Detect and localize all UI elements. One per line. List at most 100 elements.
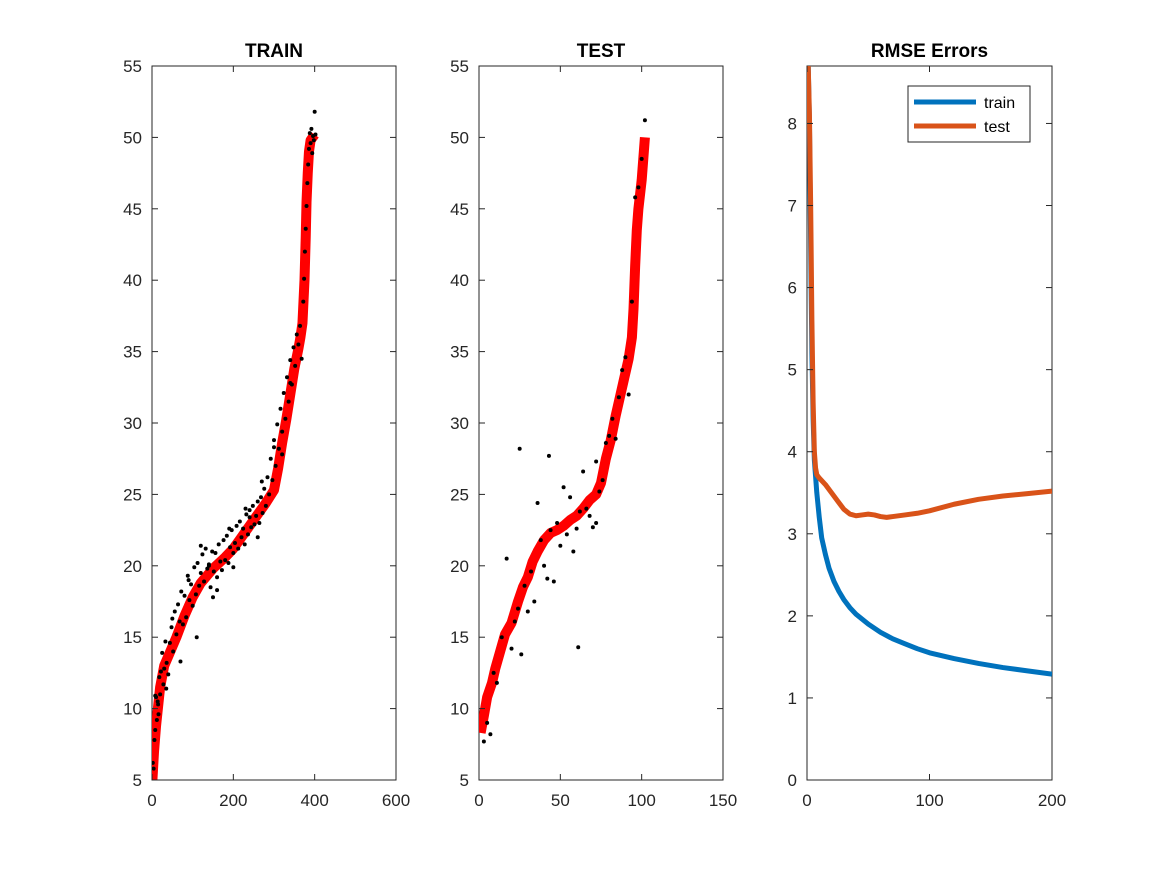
y-tick-label: 35: [123, 343, 142, 362]
scatter-point: [302, 276, 307, 281]
scatter-point: [234, 523, 239, 528]
scatter-point: [603, 440, 608, 445]
scatter-point: [564, 532, 569, 537]
scatter-point: [308, 141, 313, 146]
scatter-point: [522, 583, 527, 588]
x-tick-label: 100: [627, 791, 655, 810]
scatter-point: [178, 659, 183, 664]
scatter-point: [623, 355, 628, 360]
scatter-point: [276, 446, 281, 451]
chart-panel-1: 0 200 400 600 5 10 15 20 25 30 35 40 45 50 55 TRAIN: [123, 41, 410, 810]
scatter-point: [574, 526, 579, 531]
scatter-point: [244, 512, 249, 517]
scatter-point: [545, 576, 550, 581]
scatter-point: [193, 592, 198, 597]
scatter-point: [154, 718, 159, 723]
axes-frame: [478, 65, 724, 781]
scatter-point: [153, 693, 158, 698]
scatter-point: [280, 429, 285, 434]
y-tick-label: 5: [460, 771, 469, 790]
scatter-point: [156, 712, 161, 717]
scatter-point: [265, 475, 270, 480]
scatter-point: [219, 568, 224, 573]
y-tick-label: 2: [788, 607, 797, 626]
y-tick-label: 20: [450, 557, 469, 576]
plot-area: [807, 66, 1052, 677]
scatter-point: [166, 672, 171, 677]
scatter-point: [162, 666, 167, 671]
y-tick-label: 40: [450, 271, 469, 290]
scatter-point: [224, 533, 229, 538]
x-tick-label: 200: [1038, 791, 1066, 810]
y-tick-label: 45: [450, 200, 469, 219]
scatter-point: [177, 619, 182, 624]
scatter-point: [179, 589, 184, 594]
scatter-point: [153, 728, 158, 733]
scatter-point: [485, 720, 490, 725]
y-tick-label: 0: [788, 771, 797, 790]
scatter-point: [190, 603, 195, 608]
scatter-point: [211, 595, 215, 600]
scatter-point: [273, 463, 278, 468]
scatter-point: [218, 559, 223, 564]
scatter-point: [555, 520, 560, 525]
scatter-point: [532, 599, 537, 604]
y-tick-label: 15: [123, 628, 142, 647]
scatter-point: [280, 452, 285, 457]
scatter-point: [237, 519, 242, 524]
scatter-point: [302, 249, 307, 254]
scatter-point: [546, 453, 551, 458]
scatter-point: [210, 549, 215, 554]
axes-frame: [151, 65, 397, 781]
scatter-point: [597, 489, 602, 494]
scatter-point: [272, 438, 276, 443]
legend-label-train: train: [984, 95, 1015, 112]
scatter-point: [152, 738, 157, 743]
scatter-point: [488, 732, 493, 737]
scatter-point: [571, 549, 576, 554]
scatter-point: [519, 652, 524, 657]
scatter-point: [223, 558, 228, 563]
scatter-point: [639, 156, 644, 161]
scatter-point: [525, 609, 530, 614]
y-tick-label: 6: [788, 279, 797, 298]
fit-line: [479, 137, 650, 734]
scatter-point: [255, 535, 260, 540]
scatter-point: [216, 542, 221, 547]
x-tick-label: 0: [147, 791, 156, 810]
scatter-point: [551, 579, 556, 584]
scatter-point: [310, 151, 315, 156]
scatter-point: [584, 506, 589, 511]
scatter-point: [202, 579, 207, 584]
scatter-point: [247, 508, 252, 513]
scatter-point: [164, 660, 169, 665]
scatter-point: [156, 702, 161, 707]
scatter-point: [245, 532, 250, 537]
y-tick-label: 1: [788, 689, 797, 708]
scatter-point: [247, 515, 252, 520]
scatter-point: [268, 456, 273, 461]
scatter-point: [272, 445, 276, 450]
y-tick-label: 10: [450, 700, 469, 719]
scatter-point: [594, 520, 599, 525]
scatter-point: [260, 510, 265, 515]
scatter-point: [215, 575, 220, 580]
x-tick-label: 400: [300, 791, 328, 810]
y-tick-label: 5: [788, 361, 797, 380]
scatter-point: [281, 391, 286, 396]
scatter-point: [311, 138, 316, 143]
scatter-point: [285, 375, 290, 380]
scatter-point: [561, 485, 566, 490]
plot-area: [479, 118, 650, 744]
chart-panel-3: 0 100 200 0 1 2 3 4 5 6 7 8 RMSE Errors train test: [788, 41, 1067, 810]
scatter-point: [306, 146, 311, 151]
scatter-point: [203, 546, 208, 551]
scatter-point: [262, 486, 267, 491]
x-tick-label: 50: [551, 791, 570, 810]
scatter-point: [231, 550, 236, 555]
scatter-point: [158, 692, 163, 697]
scatter-point: [232, 540, 237, 545]
x-tick-label: 600: [382, 791, 410, 810]
scatter-point: [255, 499, 260, 504]
